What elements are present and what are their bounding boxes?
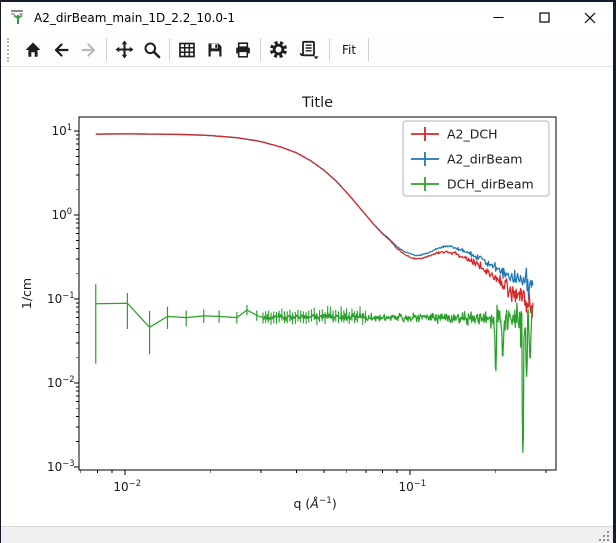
legend-entry: A2_DCH xyxy=(447,127,498,142)
settings-button[interactable] xyxy=(264,36,292,64)
subplots-button[interactable] xyxy=(173,36,201,64)
maximize-icon xyxy=(538,12,550,23)
floppy-save-icon xyxy=(208,43,222,56)
y-axis-label: 1/cm xyxy=(19,278,34,309)
back-arrow-icon xyxy=(54,42,69,57)
pan-icon xyxy=(115,40,133,59)
svg-text:10−2: 10−2 xyxy=(47,374,75,390)
legend-entry: A2_dirBeam xyxy=(447,152,522,167)
toolbar-separator xyxy=(169,38,170,61)
series-DCH_dirBeam xyxy=(95,284,533,453)
statusbar xyxy=(1,526,613,543)
toolbar-separator xyxy=(368,38,370,61)
plot-options-button[interactable] xyxy=(292,36,326,64)
home-button[interactable] xyxy=(19,36,47,64)
zoom-button[interactable] xyxy=(138,36,166,64)
minimize-icon xyxy=(493,17,503,18)
minimize-button[interactable] xyxy=(475,2,521,33)
x-axis-label: q (Å−1) xyxy=(294,496,337,511)
maximize-button[interactable] xyxy=(521,2,567,33)
figure-canvas[interactable]: 10−2 10−1 101 100 10−1 10−2 10−3 Title q (Å−1) 1/… xyxy=(1,67,613,522)
forward-button[interactable] xyxy=(75,36,103,64)
scroll-options-icon xyxy=(299,40,319,59)
axis-ticks xyxy=(74,130,547,475)
toolbar-separator xyxy=(260,38,261,61)
back-button[interactable] xyxy=(47,36,75,64)
window-title: A2_dirBeam_main_1D_2.2_10.0-1 xyxy=(34,10,236,25)
resize-grip[interactable] xyxy=(599,530,610,542)
print-button[interactable] xyxy=(229,36,257,64)
toolbar-grip[interactable] xyxy=(7,37,14,62)
figure-canvas-area: 10−2 10−1 101 100 10−1 10−2 10−3 Title q (Å−1) 1/… xyxy=(1,67,613,526)
svg-text:10−1: 10−1 xyxy=(398,478,426,494)
close-icon xyxy=(584,12,596,23)
pan-button[interactable] xyxy=(110,36,138,64)
app-icon xyxy=(11,10,23,24)
grid-icon xyxy=(179,42,195,57)
close-button[interactable] xyxy=(567,2,613,33)
plot-title: Title xyxy=(301,95,333,111)
legend-entry: DCH_dirBeam xyxy=(447,177,534,192)
toolbar-separator xyxy=(329,38,330,61)
save-button[interactable] xyxy=(201,36,229,64)
svg-text:10−3: 10−3 xyxy=(47,458,75,474)
legend: A2_DCH A2_dirBeam DCH_dirBeam xyxy=(402,120,550,197)
fit-button[interactable]: Fit xyxy=(333,39,365,61)
plot-toolbar: Fit xyxy=(1,33,613,67)
svg-text:10−1: 10−1 xyxy=(47,290,75,306)
gear-icon xyxy=(269,40,287,59)
dropdown-arrow-icon xyxy=(313,55,319,59)
titlebar[interactable]: A2_dirBeam_main_1D_2.2_10.0-1 xyxy=(1,2,613,33)
home-icon xyxy=(25,42,41,57)
forward-arrow-icon xyxy=(81,42,96,57)
toolbar-separator xyxy=(106,38,107,61)
svg-text:10−2: 10−2 xyxy=(113,478,141,494)
axes-frame xyxy=(78,116,557,471)
svg-text:100: 100 xyxy=(52,206,73,222)
printer-icon xyxy=(236,41,250,58)
series-A2_DCH xyxy=(95,133,534,319)
magnifier-icon xyxy=(144,42,161,58)
svg-text:101: 101 xyxy=(52,122,73,138)
